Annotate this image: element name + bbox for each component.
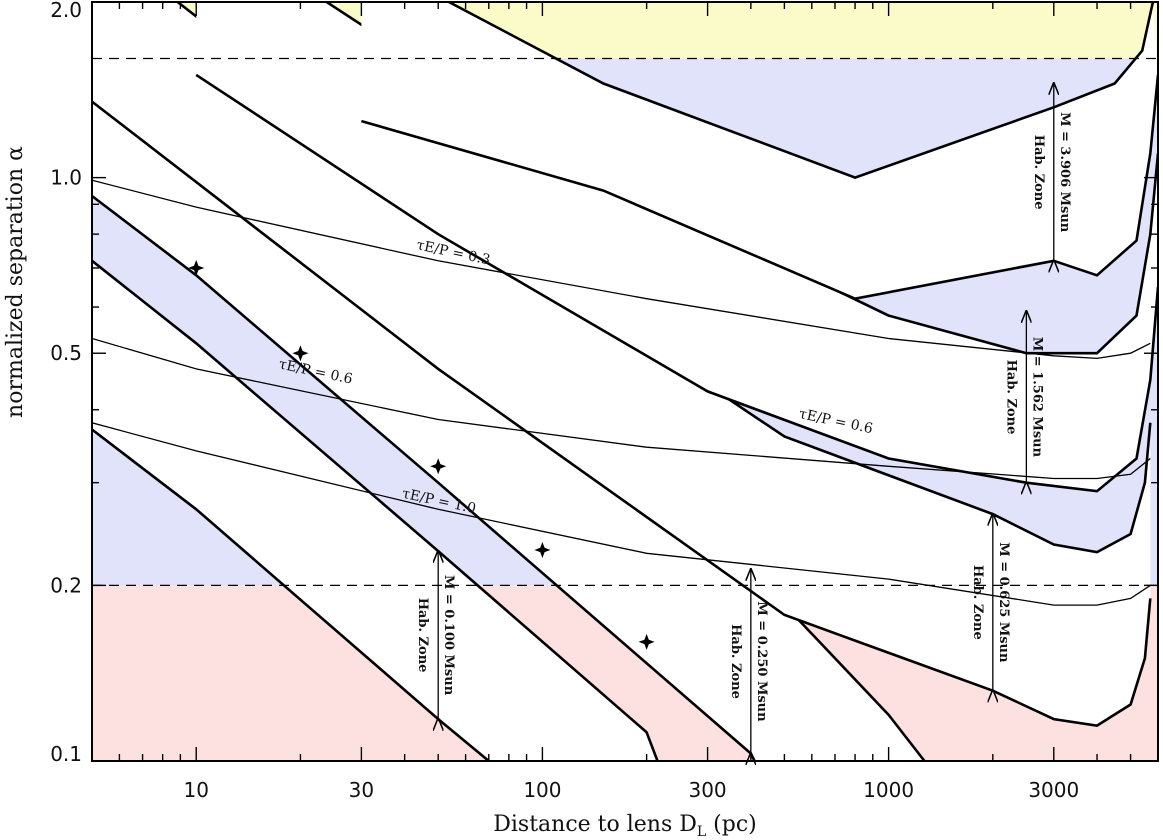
zone-hab-label-4: Hab. Zone: [1031, 135, 1046, 210]
tau-curve-2: [92, 422, 1151, 606]
zone-mass-label-4: M = 3.906 Msun: [1057, 112, 1072, 233]
x-tick-label-0: 10: [183, 778, 208, 802]
zone-lower-line-2: [92, 100, 1152, 727]
x-axis-title-unit: (pc): [706, 812, 757, 837]
zone-mass-label-2: M = 0.625 Msun: [996, 542, 1011, 663]
plot-frame: [91, 1, 1159, 762]
x-axis-title: Distance to lens DL (pc): [493, 812, 757, 840]
zone-hab-label-2: Hab. Zone: [970, 565, 985, 640]
tau-curve-1: [92, 337, 1151, 480]
zone-mass-label-1: M = 0.250 Msun: [754, 601, 769, 722]
tau-curves: [92, 179, 1151, 606]
x-axis-title-sub: L: [697, 824, 706, 840]
y-tick-label-2: 0.5: [50, 341, 82, 365]
y-tick-label-0: 0.1: [50, 742, 82, 766]
y-axis-title: normalized separation α: [3, 146, 28, 418]
zone-lower-line-4: [361, 74, 1158, 301]
zone-band-0: [92, 260, 658, 761]
habitable-zone-bands: [92, 2, 1158, 761]
x-tick-label-2: 100: [523, 778, 561, 802]
zone-mass-label-0: M = 0.100 Msun: [441, 575, 456, 696]
zone-hab-label-0: Hab. Zone: [415, 598, 430, 673]
y-tick-label-3: 1.0: [50, 166, 82, 190]
zone-hab-label-3: Hab. Zone: [1003, 360, 1018, 435]
zone-hab-label-1: Hab. Zone: [728, 624, 743, 699]
axis-ticks: 10 30 100 300 1000 3000 0.1 0.2 0.5 1.0 2.0: [50, 0, 1159, 802]
annotations: M = 0.100 Msun Hab. Zone M = 0.250 Msun Hab…: [277, 83, 1072, 753]
plot-border: [91, 1, 1159, 762]
x-tick-label-3: 300: [688, 778, 726, 802]
star-marker-0: [188, 259, 205, 276]
star-marker-4: [638, 633, 655, 650]
zone-mass-label-3: M = 1.562 Msun: [1029, 337, 1044, 458]
star-marker-3: [534, 541, 551, 558]
star-marker-2: [430, 458, 447, 475]
planet-markers: [188, 259, 655, 650]
y-tick-label-4: 2.0: [50, 0, 82, 22]
zone-band-4: [361, 2, 1158, 299]
x-tick-label-1: 30: [349, 778, 374, 802]
star-marker-1: [292, 345, 309, 362]
x-tick-label-4: 1000: [863, 778, 914, 802]
zone-lower-line-0: [92, 428, 490, 761]
tau-curve-0: [92, 179, 1151, 360]
x-axis-title-main: Distance to lens D: [493, 812, 697, 837]
zone-band-2: [92, 2, 1151, 726]
y-tick-label-1: 0.2: [50, 573, 82, 597]
x-tick-label-5: 3000: [1028, 778, 1079, 802]
dashed-limit-lines: [92, 57, 1158, 587]
